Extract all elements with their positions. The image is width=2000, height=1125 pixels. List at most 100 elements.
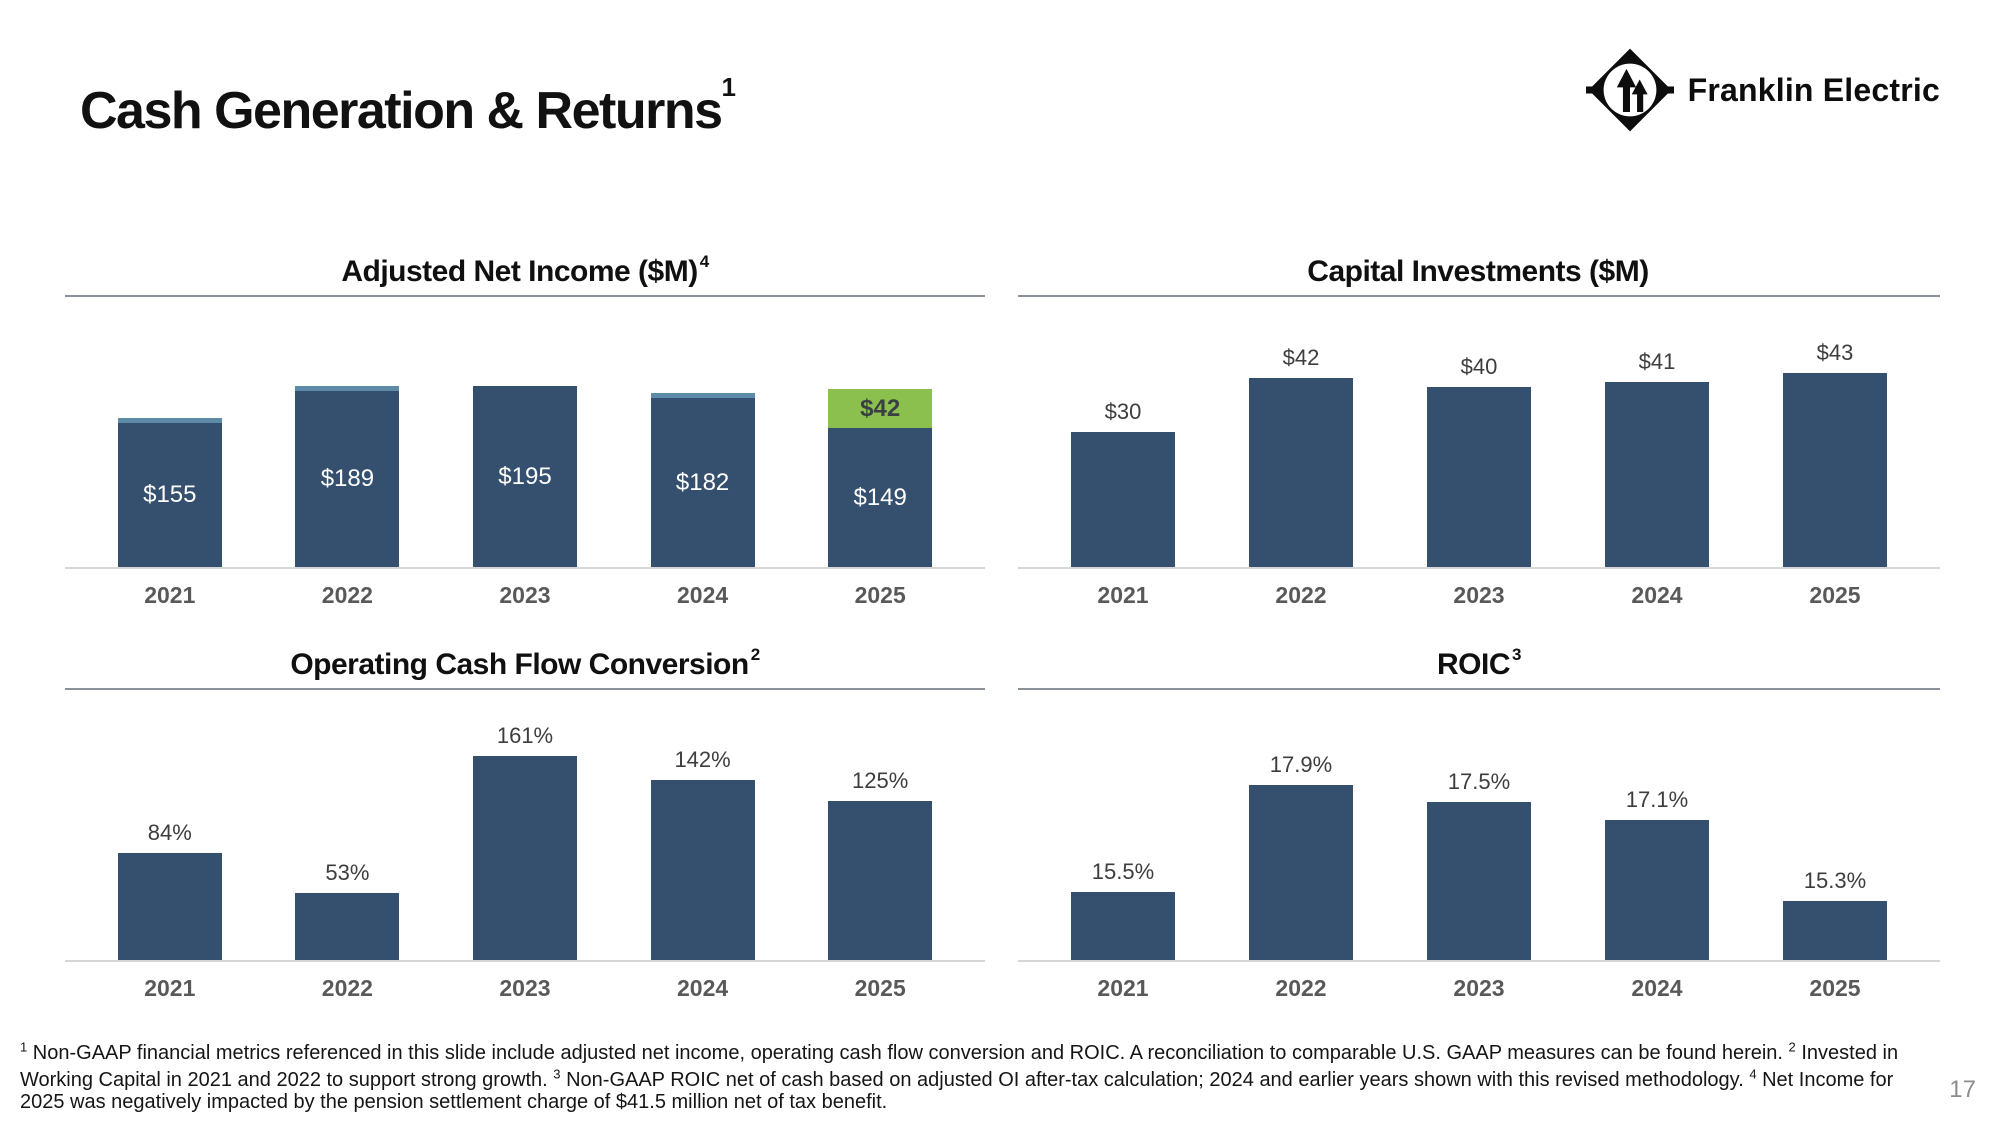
- bar-2025: [1783, 901, 1887, 960]
- bar-segment-navy: $182: [650, 398, 755, 567]
- chart-adjusted-net-income: Adjusted Net Income ($M) 4 $155 $189 $195 $1…: [65, 243, 985, 609]
- bar-value-label: $40: [1460, 354, 1498, 379]
- bar-2021: [117, 853, 222, 960]
- x-axis-label-2021: 2021: [1097, 582, 1149, 608]
- bar-value-label: $30: [1104, 399, 1142, 424]
- x-axis-label-2021: 2021: [144, 582, 196, 608]
- footnote-ref-4: 4: [1749, 1066, 1757, 1082]
- page-number: 17: [1949, 1076, 1976, 1103]
- footnote-ref-2: 2: [1788, 1039, 1796, 1054]
- bar-value-label: 17.9%: [1269, 752, 1333, 777]
- bar-segment-navy: [1605, 820, 1709, 960]
- bar-2022: [295, 893, 400, 960]
- bar-value-label: 15.5%: [1091, 859, 1155, 884]
- footnote-2: 2 Invested in Working Capital in 2021 an…: [20, 1039, 1899, 1092]
- slide-title-text: Cash Generation & Returns: [80, 82, 723, 140]
- chart-roic: ROIC 3 15.5% 17.9% 17.5% 17.1% 15.3% 2021 2022…: [1018, 636, 1940, 1002]
- bar-segment-navy: $155: [117, 423, 222, 567]
- brand: Franklin Electric: [1585, 46, 1940, 134]
- bar-column-2021: 15.5%: [1034, 690, 1212, 960]
- chart-title-footnote-ref: 4: [699, 252, 709, 271]
- slide-title: Cash Generation & Returns1: [80, 72, 736, 141]
- bar-value-label: $195: [498, 462, 552, 490]
- bar-column-2025: 15.3%: [1746, 690, 1924, 960]
- chart-title-operating-cash-flow-conversion: Operating Cash Flow Conversion 2: [65, 636, 985, 681]
- x-axis-label-2022: 2022: [321, 975, 373, 1001]
- bar-2024: $182: [650, 393, 755, 567]
- bar-2025: $42 $149: [828, 389, 933, 567]
- bar-column-2025: $42 $149: [791, 297, 969, 567]
- plot-area-capital-investments: $30 $42 $40 $41 $43: [1018, 297, 1940, 569]
- footnotes: 1 Non-GAAP financial metrics referenced …: [20, 1036, 1908, 1113]
- bar-2024: [650, 780, 755, 960]
- x-axis-label-2022: 2022: [1275, 582, 1327, 608]
- bar-segment-navy: [472, 756, 577, 960]
- bar-segment-green-label: $42: [860, 394, 901, 422]
- bar-segment-navy: $195: [472, 386, 577, 567]
- x-axis-label-2024: 2024: [1631, 975, 1683, 1001]
- bar-value-label: 142%: [674, 747, 731, 772]
- x-axis-label-2023: 2023: [1453, 975, 1505, 1001]
- bar-cap: [295, 386, 400, 391]
- bar-column-2023: 161%: [436, 690, 614, 960]
- slide-title-footnote-ref: 1: [721, 72, 736, 102]
- chart-title-roic: ROIC 3: [1018, 636, 1940, 681]
- plot-area-adjusted-net-income: $155 $189 $195 $182 $42 $149: [65, 297, 985, 569]
- bar-2023: [472, 756, 577, 960]
- bar-column-2022: 53%: [259, 690, 437, 960]
- x-axis-label-2025: 2025: [854, 582, 906, 608]
- bar-segment-navy: [1605, 382, 1709, 567]
- bar-value-label: 125%: [852, 768, 909, 793]
- chart-title-adjusted-net-income: Adjusted Net Income ($M) 4: [65, 243, 985, 288]
- bar-value-label: 17.1%: [1625, 787, 1689, 812]
- chart-operating-cash-flow-conversion: Operating Cash Flow Conversion 2 84% 53% 16…: [65, 636, 985, 1002]
- bar-2021: [1071, 892, 1175, 960]
- chart-title-text: Operating Cash Flow Conversion: [290, 648, 749, 681]
- bar-segment-navy: [1071, 892, 1175, 960]
- x-axis-label-2024: 2024: [676, 975, 729, 1001]
- bar-2023: $195: [472, 386, 577, 567]
- bar-2022: [1249, 785, 1353, 960]
- bar-value-label: 53%: [325, 860, 370, 885]
- chart-title-text: Capital Investments ($M): [1307, 255, 1649, 288]
- bar-value-label: 15.3%: [1803, 868, 1867, 893]
- footnote-4: 4 Net Income for 2025 was negatively imp…: [20, 1066, 1894, 1114]
- x-axis-operating-cash-flow-conversion: 2021 2022 2023 2024 2025: [65, 962, 985, 1002]
- bar-segment-green: $42: [828, 389, 933, 428]
- plot-area-roic: 15.5% 17.9% 17.5% 17.1% 15.3%: [1018, 690, 1940, 962]
- bar-cap: [117, 418, 222, 423]
- x-axis-label-2022: 2022: [1275, 975, 1327, 1001]
- bar-2023: [1427, 802, 1531, 960]
- chart-title-text: Adjusted Net Income ($M): [341, 255, 698, 288]
- bar-2022: $189: [295, 386, 400, 567]
- x-axis-label-2021: 2021: [144, 975, 196, 1001]
- bar-value-label: $41: [1638, 349, 1676, 374]
- bar-2021: $155: [117, 418, 222, 567]
- x-axis-roic: 2021 2022 2023 2024 2025: [1018, 962, 1940, 1002]
- title-rule: [1018, 295, 1940, 297]
- x-axis-label-2024: 2024: [676, 582, 729, 608]
- x-axis-label-2023: 2023: [499, 975, 551, 1001]
- bar-value-label: $149: [853, 483, 907, 511]
- x-axis-label-2025: 2025: [1809, 582, 1861, 608]
- bar-value-label: 161%: [496, 723, 554, 748]
- bar-value-label: $155: [143, 481, 197, 508]
- x-axis-label-2025: 2025: [854, 975, 906, 1001]
- bar-2025: [828, 801, 933, 960]
- x-axis-label-2023: 2023: [1453, 582, 1505, 608]
- bar-value-label: 84%: [147, 820, 192, 845]
- bar-segment-navy: [295, 893, 400, 960]
- bar-segment-navy: $189: [295, 391, 400, 567]
- bar-column-2025: $43: [1746, 297, 1924, 567]
- bar-column-2022: $42: [1212, 297, 1390, 567]
- bar-column-2024: 142%: [614, 690, 792, 960]
- chart-title-capital-investments: Capital Investments ($M): [1018, 243, 1940, 288]
- bar-column-2024: $41: [1568, 297, 1746, 567]
- bar-value-label: 17.5%: [1447, 769, 1511, 794]
- bar-column-2022: 17.9%: [1212, 690, 1390, 960]
- x-axis-label-2022: 2022: [321, 582, 373, 608]
- bar-value-label: $43: [1816, 340, 1854, 365]
- chart-title-text: ROIC: [1437, 648, 1511, 681]
- chart-title-footnote-ref: 3: [1512, 645, 1521, 664]
